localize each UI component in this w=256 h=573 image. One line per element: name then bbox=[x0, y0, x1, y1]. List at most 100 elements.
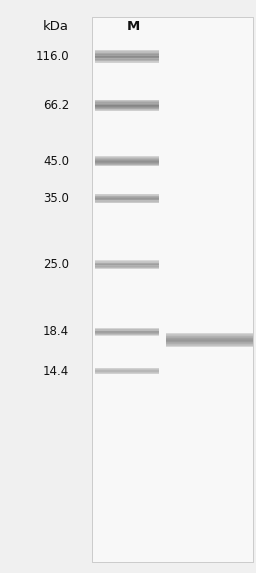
Text: 18.4: 18.4 bbox=[43, 325, 69, 338]
Bar bbox=[95, 105, 159, 106]
Bar bbox=[95, 107, 159, 108]
Text: 116.0: 116.0 bbox=[36, 50, 69, 63]
Bar bbox=[95, 104, 159, 105]
Bar bbox=[95, 332, 159, 333]
Bar bbox=[166, 335, 253, 336]
Bar bbox=[95, 53, 159, 54]
Bar bbox=[95, 328, 159, 329]
Bar bbox=[95, 51, 159, 52]
Bar bbox=[95, 159, 159, 160]
Bar bbox=[95, 54, 159, 56]
Bar bbox=[95, 161, 159, 162]
Bar bbox=[95, 196, 159, 197]
Bar bbox=[166, 343, 253, 344]
Bar bbox=[95, 262, 159, 264]
Bar bbox=[95, 101, 159, 103]
Bar bbox=[95, 334, 159, 335]
Bar bbox=[95, 268, 159, 269]
Bar bbox=[95, 195, 159, 197]
Text: M: M bbox=[126, 20, 140, 33]
Bar bbox=[95, 265, 159, 266]
Bar bbox=[166, 333, 253, 334]
Text: 35.0: 35.0 bbox=[43, 192, 69, 205]
Text: 25.0: 25.0 bbox=[43, 258, 69, 272]
Bar bbox=[95, 329, 159, 330]
Bar bbox=[166, 342, 253, 343]
Bar bbox=[95, 331, 159, 332]
Bar bbox=[95, 106, 159, 107]
Bar bbox=[95, 56, 159, 57]
Bar bbox=[95, 162, 159, 163]
Bar bbox=[95, 331, 159, 332]
Bar bbox=[95, 267, 159, 268]
Bar bbox=[92, 17, 253, 562]
Bar bbox=[166, 346, 253, 347]
Bar bbox=[95, 163, 159, 164]
Bar bbox=[95, 202, 159, 203]
Bar bbox=[166, 340, 253, 342]
Bar bbox=[95, 161, 159, 162]
Bar bbox=[95, 335, 159, 336]
Bar bbox=[166, 335, 253, 336]
Bar bbox=[166, 343, 253, 344]
Bar bbox=[95, 53, 159, 54]
Bar bbox=[95, 109, 159, 110]
Bar bbox=[95, 200, 159, 201]
Bar bbox=[166, 336, 253, 337]
Bar bbox=[95, 162, 159, 163]
Bar bbox=[166, 339, 253, 340]
Bar bbox=[166, 336, 253, 337]
Bar bbox=[95, 100, 159, 101]
Bar bbox=[95, 195, 159, 196]
Bar bbox=[95, 194, 159, 195]
Bar bbox=[95, 164, 159, 165]
Bar bbox=[95, 106, 159, 107]
Bar bbox=[95, 199, 159, 201]
Bar bbox=[95, 194, 159, 195]
Bar bbox=[95, 50, 159, 51]
Bar bbox=[95, 197, 159, 198]
Bar bbox=[95, 332, 159, 333]
Bar bbox=[95, 263, 159, 264]
Bar bbox=[95, 199, 159, 200]
Bar bbox=[95, 264, 159, 265]
Bar bbox=[95, 198, 159, 199]
Bar bbox=[95, 328, 159, 329]
Text: 66.2: 66.2 bbox=[43, 99, 69, 112]
Bar bbox=[95, 60, 159, 61]
Bar bbox=[95, 158, 159, 159]
Bar bbox=[166, 334, 253, 335]
Bar bbox=[95, 60, 159, 61]
Bar bbox=[95, 57, 159, 58]
Bar bbox=[95, 202, 159, 203]
Bar bbox=[95, 329, 159, 331]
Bar bbox=[95, 159, 159, 160]
Bar bbox=[95, 198, 159, 199]
Bar bbox=[95, 157, 159, 158]
Bar bbox=[95, 160, 159, 161]
Bar bbox=[95, 59, 159, 60]
Bar bbox=[95, 266, 159, 267]
Bar bbox=[95, 333, 159, 334]
Bar bbox=[95, 55, 159, 56]
Bar bbox=[166, 341, 253, 342]
Bar bbox=[95, 52, 159, 53]
Bar bbox=[166, 340, 253, 341]
Bar bbox=[95, 264, 159, 265]
Bar bbox=[95, 265, 159, 266]
Bar bbox=[95, 56, 159, 57]
Bar bbox=[166, 337, 253, 338]
Bar bbox=[166, 339, 253, 340]
Text: kDa: kDa bbox=[43, 20, 69, 33]
Bar bbox=[95, 109, 159, 111]
Bar bbox=[95, 108, 159, 109]
Bar bbox=[95, 158, 159, 159]
Bar bbox=[166, 345, 253, 346]
Bar bbox=[95, 57, 159, 58]
Bar bbox=[95, 261, 159, 262]
Bar bbox=[95, 54, 159, 55]
Bar bbox=[95, 333, 159, 334]
Bar bbox=[95, 201, 159, 202]
Bar bbox=[95, 261, 159, 262]
Bar bbox=[95, 101, 159, 102]
